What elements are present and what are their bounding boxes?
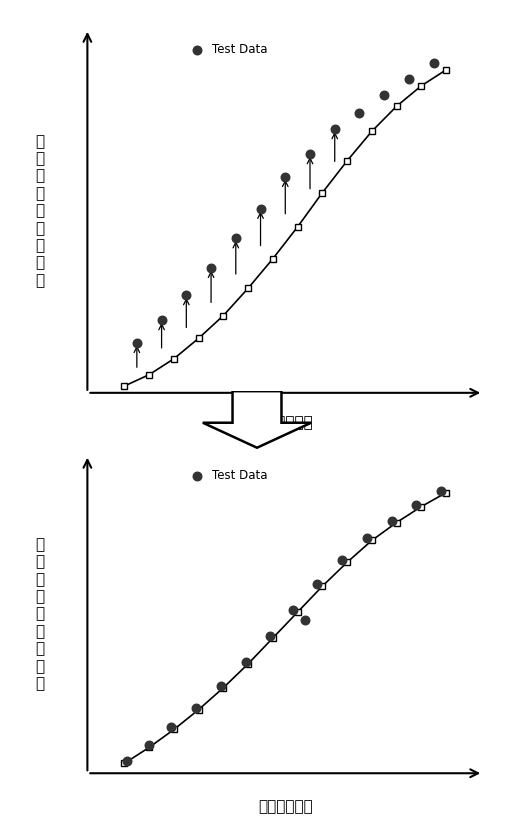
Point	[430, 56, 438, 69]
Point	[168, 721, 176, 734]
Legend: Test Data: Test Data	[180, 464, 272, 486]
Point	[145, 739, 153, 752]
Point	[331, 122, 339, 136]
Point	[405, 72, 413, 85]
Point	[123, 755, 131, 768]
Point	[256, 202, 265, 215]
Text: 压
气
机
相
对
换
算
转
速: 压 气 机 相 对 换 算 转 速	[35, 134, 44, 288]
Point	[355, 107, 363, 120]
Point	[380, 88, 389, 102]
Text: 换算空气流量: 换算空气流量	[258, 414, 313, 430]
Point	[192, 701, 200, 715]
Point	[437, 484, 445, 497]
Point	[133, 336, 141, 349]
Point	[363, 532, 371, 545]
Point	[288, 604, 297, 617]
Point	[338, 554, 346, 567]
Point	[157, 313, 166, 327]
Point	[281, 170, 289, 184]
Point	[232, 232, 240, 245]
Point	[301, 614, 309, 627]
Point	[266, 629, 274, 643]
Point	[314, 577, 322, 590]
Text: 换算空气流量: 换算空气流量	[258, 799, 313, 814]
Point	[242, 655, 250, 668]
Point	[306, 147, 314, 160]
Point	[412, 498, 420, 511]
Point	[217, 679, 225, 692]
Point	[207, 261, 215, 275]
Legend: Test Data: Test Data	[180, 39, 272, 61]
Point	[388, 514, 396, 527]
FancyArrow shape	[203, 391, 311, 447]
Text: 压
气
机
相
对
换
算
转
速: 压 气 机 相 对 换 算 转 速	[35, 537, 44, 691]
Point	[182, 289, 191, 302]
